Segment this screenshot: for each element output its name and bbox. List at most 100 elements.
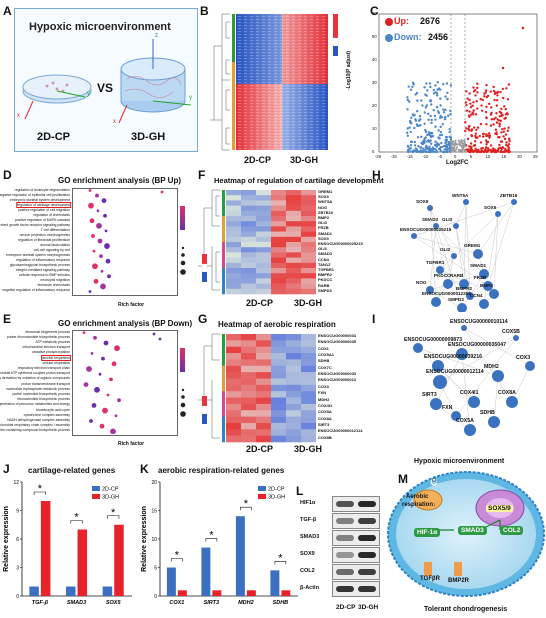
legend-swatch (92, 486, 100, 491)
c-ytick: 40 (372, 57, 377, 62)
go-term: glycosaminoglycan biosynthetic process (9, 263, 70, 268)
significance-star: * (111, 507, 116, 519)
legend-swatch (92, 494, 100, 499)
blot-band (336, 569, 354, 575)
bar (235, 516, 245, 596)
k-title: aerobic respiration-related genes (158, 466, 285, 475)
bar (177, 590, 187, 596)
network-node (433, 223, 439, 229)
c-down-count: 2456 (428, 32, 449, 42)
panel-label-i: I (372, 312, 376, 326)
heatmap-gene: ENSOCUG00000013 (318, 377, 357, 383)
f-scale (201, 254, 208, 282)
go-dot (88, 189, 92, 192)
e-xlabel: Rich factor (118, 441, 145, 447)
panel-label-b: B (200, 4, 209, 18)
network-node (431, 297, 441, 307)
heatmap-gene: CCN4 (318, 256, 329, 262)
go-dot (90, 352, 94, 355)
go-dot (95, 193, 99, 198)
panel-a-illustration (22, 39, 192, 124)
go-dot (91, 234, 95, 238)
legend-swatch (258, 486, 266, 491)
go-term: purine-containing compound biosynthetic … (0, 428, 70, 433)
blot-band (358, 535, 376, 541)
d-title: GO enrichment analysis (BP Up) (58, 176, 181, 185)
network-node-label: COX4I1 (460, 390, 479, 396)
legend-label: 2D-CP (268, 487, 285, 493)
c-ytick: 60 (372, 11, 377, 16)
go-term: generation of precursor metabolites and … (0, 402, 70, 407)
heatmap-gene: TGFBR1 (318, 267, 334, 272)
m-aerobic-2: respiration↓ (402, 502, 437, 508)
blot-band (358, 518, 376, 524)
network-node-label: ENSOCUG00000035047 (448, 342, 506, 348)
l-col-right: 3D-GH (358, 604, 379, 611)
go-term: regulation of inflammatory response (16, 258, 70, 263)
blot-band (358, 501, 376, 507)
network-node-label: NOG (416, 280, 427, 285)
heatmap-gene: BMP2 (318, 215, 330, 220)
category-label: TGF-β (32, 600, 49, 606)
bar (246, 590, 256, 596)
go-dot (96, 222, 102, 229)
go-term: aerobic respiration (41, 354, 71, 361)
go-term: negative regulation of inflammatory resp… (2, 288, 70, 293)
e-dots (82, 331, 162, 434)
c-ytick: 30 (372, 80, 377, 85)
go-dot (91, 403, 97, 408)
network-node-label: ZBTB16 (500, 193, 518, 198)
heatmap-gene: FRZB (318, 225, 329, 231)
y-tick-label: 10 (151, 537, 157, 543)
label-3d-gh: 3D-GH (131, 131, 166, 143)
network-node-label: ENSOCUG00000012114 (426, 369, 484, 375)
network-node-label: SIRT3 (422, 392, 437, 398)
c-xtick: 5 (469, 154, 473, 159)
network-node (451, 411, 461, 421)
go-term: NADH dehydrogenase complex assembly (7, 418, 70, 422)
go-dot (99, 423, 105, 429)
y-tick-label: 5 (154, 566, 157, 572)
panel-label-j: J (3, 462, 10, 476)
network-node-label: ENSOCUG0000012254 (422, 291, 471, 296)
panel-label-a: A (3, 4, 12, 18)
go-dot (97, 238, 103, 244)
c-xtick: 25 (533, 154, 538, 159)
label-2d-cp: 2D-CP (37, 131, 71, 143)
go-term: cytochrome complex assembly (23, 412, 70, 417)
bar (40, 501, 51, 596)
go-term: platelet-derived growth factor receptor … (0, 222, 70, 227)
heatmap-gene: SOX5 (318, 235, 329, 241)
c-ytick: 20 (372, 103, 377, 108)
network-node-label: ENSOCUG00000010114 (450, 319, 508, 325)
c-ytick: 50 (372, 34, 377, 39)
panel-label-e: E (3, 312, 12, 326)
legend-label: 2D-CP (102, 487, 119, 493)
y-tick-label: 6 (16, 537, 19, 543)
heatmap-gene: BMPR2 (318, 272, 333, 278)
heatmap-gene: COX8A (318, 415, 332, 421)
heatmap-gene: FXN (318, 390, 326, 396)
network-node-label: GREM1 (464, 243, 481, 248)
network-node (453, 223, 459, 229)
go-dot (101, 198, 107, 204)
go-term: embryonic skeletal system morphogenesis (6, 253, 70, 258)
go-dot (102, 407, 108, 414)
go-dot (88, 202, 94, 209)
blot-band (358, 586, 376, 592)
blot-row-label: SMAD3 (300, 534, 320, 540)
m-col: COL2 (500, 526, 524, 535)
heatmap-gene: ZBTB16 (318, 209, 334, 215)
go-dot (114, 345, 120, 352)
go-dot (82, 331, 86, 334)
bar (102, 586, 113, 596)
heatmap-gene: COX5A (318, 409, 332, 415)
network-node (466, 292, 474, 300)
network-node-label: COX5B (502, 329, 520, 335)
bar (77, 529, 88, 596)
network-node (426, 286, 434, 294)
go-dot (107, 274, 111, 279)
go-term: oxidative phosphorylation (31, 350, 70, 355)
heatmap-gene: COX5A1 (318, 352, 335, 358)
blot-lane-box (332, 564, 380, 580)
